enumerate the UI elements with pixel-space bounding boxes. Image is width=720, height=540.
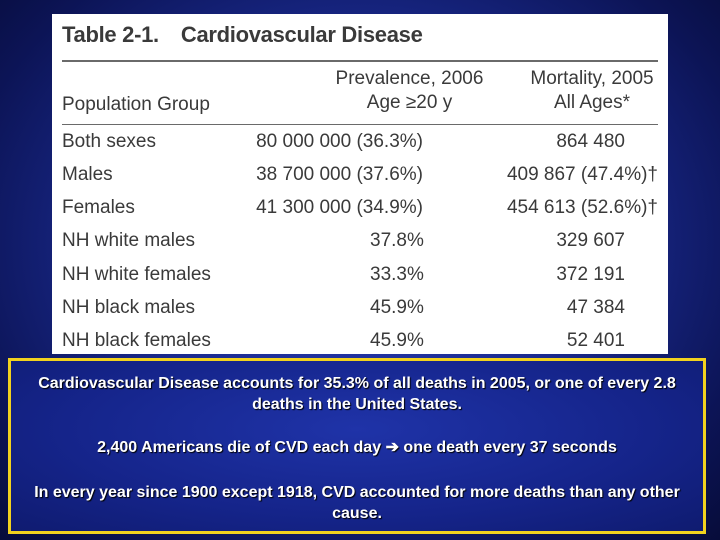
row-prevalence: 37.8% [370, 230, 424, 251]
row-prevalence: 45.9% [370, 297, 424, 318]
row-prevalence: 80 000 000 (36.3%) [256, 131, 423, 152]
table-title: Table 2-1. Cardiovascular Disease [62, 22, 423, 48]
title-rule [62, 60, 658, 62]
row-group: NH white females [62, 264, 211, 285]
row-prevalence: 38 700 000 (37.6%) [256, 164, 423, 185]
row-group: NH black females [62, 330, 211, 351]
summary-p2-end: one death every 37 seconds [403, 439, 617, 456]
row-group: Females [62, 197, 135, 218]
header-population-group: Population Group [62, 94, 210, 115]
row-mortality: 409 867 (47.4%)† [506, 164, 658, 185]
row-mortality: 329 607 [556, 230, 625, 251]
summary-paragraph-2: 2,400 Americans die of CVD each day ➔ on… [19, 437, 695, 458]
row-mortality: 454 613 (52.6%)† [506, 197, 658, 218]
row-mortality: 52 401 [566, 330, 625, 351]
table-number: Table 2-1. [62, 22, 159, 47]
header-prevalence-line2: Age ≥20 y [366, 92, 453, 113]
header-rule [62, 124, 658, 125]
row-group: Both sexes [62, 131, 156, 152]
row-mortality: 372 191 [556, 264, 625, 285]
row-group: NH white males [62, 230, 196, 251]
row-mortality: 864 480 [556, 131, 625, 152]
row-prevalence: 33.3% [370, 264, 424, 285]
table-caption: Cardiovascular Disease [180, 22, 423, 47]
row-mortality: 47 384 [566, 297, 625, 318]
summary-p2-start: 2,400 Americans die of CVD each day [97, 439, 382, 456]
row-group: NH black males [62, 297, 196, 318]
header-mortality-line2: All Ages* [553, 92, 631, 113]
right-arrow-icon: ➔ [385, 439, 399, 456]
row-group: Males [62, 164, 113, 185]
header-prevalence-line1: Prevalence, 2006 [335, 68, 484, 89]
summary-paragraph-3: In every year since 1900 except 1918, CV… [34, 484, 680, 522]
summary-box: Cardiovascular Disease accounts for 35.3… [8, 358, 706, 534]
header-mortality-line1: Mortality, 2005 [530, 68, 654, 89]
cvd-table: Table 2-1. Cardiovascular Disease Prevale… [52, 14, 668, 354]
row-prevalence: 45.9% [370, 330, 424, 351]
summary-paragraph-1: Cardiovascular Disease accounts for 35.3… [38, 375, 676, 413]
row-prevalence: 41 300 000 (34.9%) [256, 197, 423, 218]
